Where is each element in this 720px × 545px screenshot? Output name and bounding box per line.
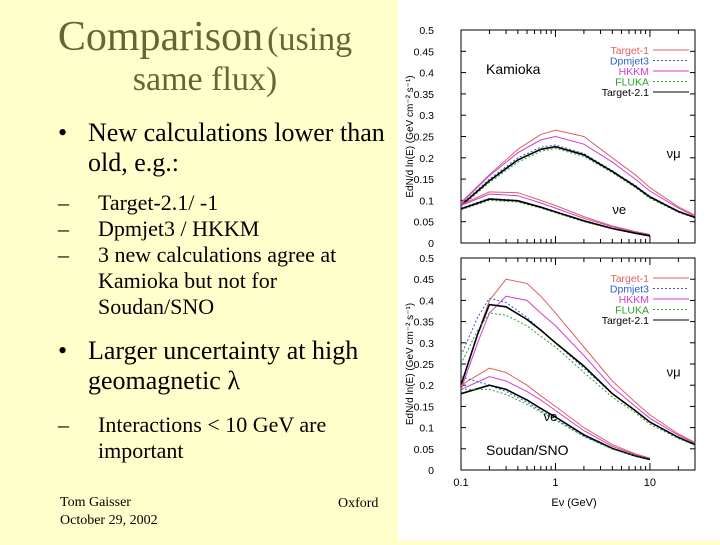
panel1-legend-entry: Target-2.1 [602,87,649,99]
panel2-series-fluka-e [461,388,651,461]
panel1-site-label: Kamioka [486,61,541,77]
panel1-ytick-label: 0.2 [419,153,434,165]
slide-title: Comparison (using same flux) [20,14,390,99]
panel2-ytick-label: 0.3 [419,338,434,350]
panel1-ytick-label: 0.4 [419,68,434,80]
panel2-legend-entry: FLUKA [615,305,649,317]
panel2-series-fluka- [460,312,696,446]
subbullet-4: Interactions < 10 GeV are important [58,412,398,464]
bullet-list: New calculations lower than old, e.g.: T… [58,118,398,464]
subbullet-3: 3 new calculations agree at Kamioka but … [58,242,398,320]
panel2-xtick-label: 0.1 [453,477,468,489]
panel1-y-axis-label: EdN/d ln(E) (GeV cm⁻² s⁻¹) [405,75,416,197]
panel1-ytick-label: 0.05 [414,217,435,229]
bullet-1: New calculations lower than old, e.g.: [58,118,398,178]
panel2-y-axis-label: EdN/d ln(E) (GeV cm⁻² s⁻¹) [405,303,416,425]
panel2-series-target-2-1-e [460,384,651,461]
panel2-flavor-label: νμ [667,365,681,380]
panel1-series-target-1-e [460,191,651,235]
panel1-ytick-label: 0 [428,238,434,250]
panel1-series-hkkm-e [460,193,650,236]
panel2-series-target-1- [460,278,696,443]
panel2-legend-entry: Dpmjet3 [610,284,649,296]
panel2-ytick-label: 0.35 [414,317,435,329]
bullet-2: Larger uncertainty at high geomagnetic λ [58,336,398,396]
panel1-flavor-label: νe [612,202,626,217]
panel2-plot-frame [460,257,696,471]
panel1-ytick-label: 0.3 [419,110,434,122]
panel1-series-dpmjet3- [460,144,696,218]
panel2-ytick-label: 0.15 [414,401,435,413]
panel1-flavor-label: νμ [667,146,681,161]
panel1-series-target-2-1- [460,145,696,219]
panel1-series-hkkm- [460,135,696,217]
panel2-ytick-label: 0.25 [414,359,435,371]
panel2-ytick-label: 0.05 [414,444,435,456]
panel1-ytick-label: 0.35 [414,89,435,101]
panel2-ytick-label: 0.45 [414,274,435,286]
subbullet-2: Dpmjet3 / HKKM [58,216,398,242]
panel2-xtick-label: 10 [644,477,656,489]
panel1-ytick-label: 0.15 [414,174,435,186]
panel1-legend-entry: Target-1 [610,45,649,57]
title-main: Comparison [57,14,264,60]
panel1-series-fluka- [460,147,696,219]
panel2-series-hkkm-e [460,376,651,460]
panel2-series-hkkm- [460,295,696,444]
panel2-ytick-label: 0 [428,465,434,477]
panel1-ytick-label: 0.25 [414,132,435,144]
panel2-series-target-2-1- [460,303,696,446]
panel2-series-target-1-e [460,367,651,459]
subbullet-1: Target-2.1/ -1 [58,190,398,216]
panel2-x-axis-label: Eν (GeV) [551,497,596,509]
panel2-site-label: Soudan/SNO [486,442,569,458]
panel2-flavor-label: νe [544,409,558,424]
footer-place: Oxford [338,496,379,511]
panel1-series-target-1- [460,129,696,216]
panel1-series-target-2-1-e [460,198,651,237]
footer-author: Tom Gaisser [60,495,131,510]
panel1-legend-entry: Dpmjet3 [610,56,649,68]
panel1-ytick-label: 0.5 [419,25,434,37]
footer-author-block: Tom Gaisser October 29, 2002 [60,494,158,530]
panel2-ytick-label: 0.2 [419,380,434,392]
flux-figure: 0 0.05 0.1 0.15 0.2 0.25 0.3 0.35 0.4 0.45 0.5 EdN/… [405,25,696,509]
footer-date: October 29, 2002 [60,513,158,528]
title-line2: same flux) [132,61,278,99]
panel2-ytick-label: 0.1 [419,423,434,435]
panel2-legend-entry: HKKM [619,294,649,306]
figure-panel: 0 0.05 0.1 0.15 0.2 0.25 0.3 0.35 0.4 0.45 0.5 EdN/… [398,0,720,540]
panel1-legend-entry: HKKM [619,66,649,78]
panel2-ytick-label: 0.4 [419,295,434,307]
panel2-ytick-label: 0.5 [419,253,434,265]
panel1-ytick-label: 0.1 [419,195,434,207]
title-paren: (using [267,21,353,58]
panel1-legend-entry: FLUKA [615,77,649,89]
panel1-ytick-label: 0.45 [414,46,435,58]
panel2-legend-entry: Target-1 [610,273,649,285]
panel2-xtick-label: 1 [552,477,558,489]
panel2-legend-entry: Target-2.1 [602,315,649,327]
